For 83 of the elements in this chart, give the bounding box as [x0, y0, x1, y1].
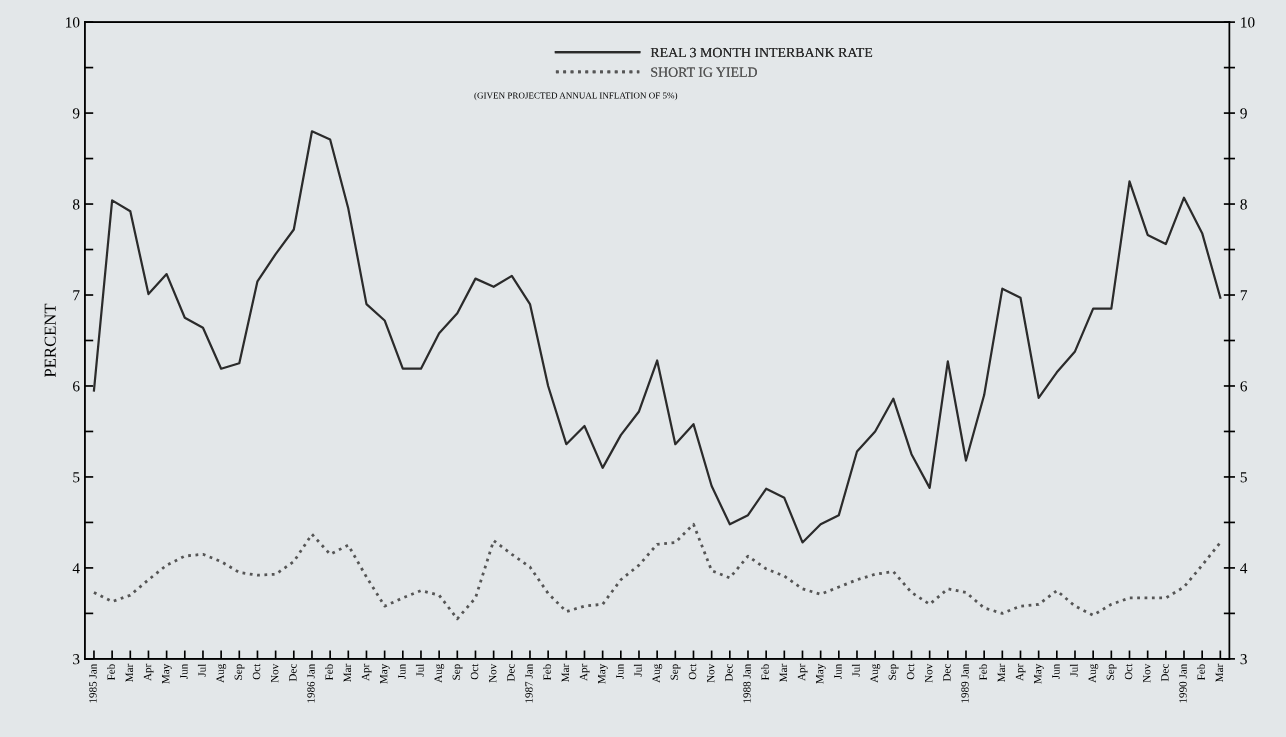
x-tick-label: Feb	[325, 664, 333, 681]
x-tick-label: 1988 Jan	[743, 663, 751, 703]
x-tick-label: Feb	[979, 664, 987, 681]
x-tick-label: Aug	[434, 663, 445, 683]
y-tick-label: 8	[72, 199, 80, 210]
x-tick-label: Oct	[688, 663, 697, 680]
x-tick-label: May	[1034, 663, 1044, 684]
x-tick-label: Sep	[452, 664, 463, 680]
y2-tick-label: 4	[1240, 563, 1248, 574]
x-tick-label: Jul	[415, 663, 424, 677]
x-tick-label: Dec	[943, 664, 951, 682]
x-tick-label: Jun	[180, 663, 188, 679]
x-tick-label: Mar	[125, 663, 134, 682]
x-tick-label: 1986 Jan	[307, 663, 315, 703]
x-tick-label: Mar	[561, 663, 570, 682]
x-tick-label: May	[816, 663, 826, 684]
x-tick-label: Feb	[761, 664, 769, 681]
x-tick-label: May	[380, 663, 390, 684]
text: SHORT IG YIELD	[651, 67, 757, 77]
x-tick-label: Mar	[779, 663, 788, 682]
x-tick-label: 1985 Jan	[89, 663, 97, 703]
y-tick-label: 6	[73, 381, 80, 392]
y2-tick-label: 8	[1240, 199, 1247, 210]
y2-tick-label: 7	[1240, 290, 1248, 301]
x-tick-label: May	[598, 663, 608, 684]
y-tick-label: 3	[73, 654, 80, 665]
x-tick-label: Feb	[543, 664, 551, 681]
x-tick-label: Oct	[252, 663, 261, 680]
x-tick-label: Dec	[507, 664, 515, 682]
x-tick-label: Jul	[1069, 663, 1078, 677]
x-tick-label: Mar	[997, 663, 1006, 682]
x-tick-label: Jul	[851, 663, 860, 677]
x-tick-label: Sep	[234, 664, 245, 680]
x-tick-label: Sep	[888, 664, 899, 680]
x-tick-label: Mar	[1215, 663, 1224, 682]
x-tick-label: Aug	[652, 663, 663, 683]
x-tick-label: Apr	[1015, 663, 1026, 681]
x-tick-label: May	[161, 663, 172, 684]
y-tick-label: 7	[73, 290, 80, 301]
x-tick-label: Nov	[925, 663, 933, 683]
annotation: (GIVEN PROJECTED ANNUAL INFLATION OF 5%)	[474, 92, 678, 101]
x-tick-label: Jun	[834, 663, 842, 679]
x-tick-label: Jun	[398, 663, 406, 679]
x-tick-label: Sep	[670, 664, 681, 680]
y-tick-label: 4	[72, 563, 80, 574]
x-tick-label: Feb	[1197, 664, 1205, 681]
y2-tick-label: 5	[1240, 472, 1247, 483]
x-tick-label: Apr	[579, 663, 590, 681]
y2-tick-label: 6	[1240, 381, 1248, 392]
y2-tick-label: 3	[1240, 654, 1247, 665]
y2-tick-label: 9	[1240, 108, 1247, 119]
x-tick-label: Jun	[1052, 663, 1060, 679]
y-tick-label: 10	[66, 17, 80, 28]
x-tick-label: Oct	[906, 663, 915, 680]
x-tick-label: Dec	[289, 664, 297, 682]
x-tick-label: Nov	[271, 663, 279, 683]
y-axis-title: PERCENT	[44, 303, 56, 378]
y-tick-label: 5	[73, 472, 80, 483]
x-tick-label: Apr	[797, 663, 808, 681]
x-tick-label: Apr	[361, 663, 372, 681]
x-tick-label: Dec	[1161, 664, 1169, 682]
x-tick-label: Nov	[707, 663, 715, 683]
x-tick-label: Aug	[1088, 663, 1099, 683]
y-tick-label: 9	[72, 108, 80, 119]
x-tick-label: Dec	[725, 664, 733, 682]
x-tick-label: Jul	[197, 663, 206, 677]
x-tick-label: Nov	[489, 663, 497, 683]
x-tick-label: Oct	[470, 663, 479, 680]
x-tick-label: 1987 Jan	[525, 663, 533, 703]
x-tick-label: Jun	[616, 663, 624, 679]
x-tick-label: Sep	[1106, 664, 1117, 680]
x-tick-label: 1990 Jan	[1179, 663, 1187, 703]
x-tick-label: Nov	[1143, 663, 1151, 683]
y2-tick-label: 10	[1241, 17, 1255, 28]
x-tick-label: Aug	[870, 663, 881, 683]
x-tick-label: Aug	[216, 663, 227, 683]
x-tick-label: Apr	[143, 663, 154, 681]
x-tick-label: Oct	[1124, 663, 1133, 680]
x-tick-label: Feb	[107, 664, 115, 681]
x-tick-label: Jul	[633, 663, 642, 677]
x-tick-label: Mar	[343, 663, 352, 682]
text: REAL 3 MONTH INTERBANK RATE	[650, 47, 873, 58]
x-tick-label: 1989 Jan	[961, 663, 969, 703]
